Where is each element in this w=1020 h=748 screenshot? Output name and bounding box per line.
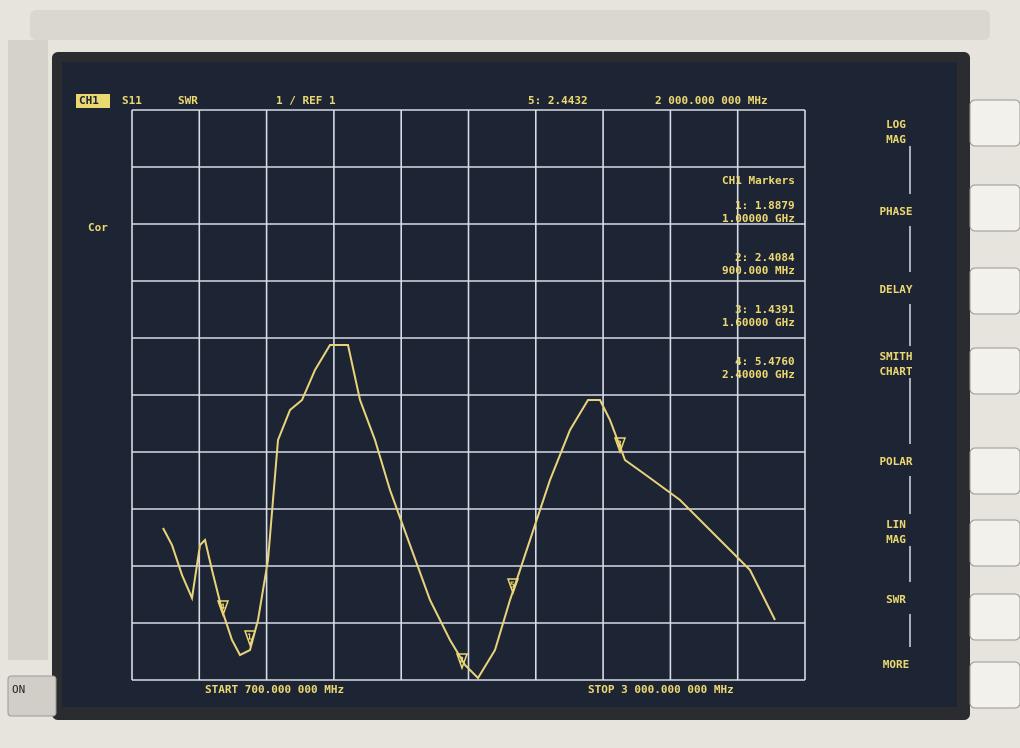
- screen: [62, 62, 957, 707]
- trace-marker: [243, 630, 257, 648]
- scale: 1 / REF 1: [276, 94, 336, 107]
- marker-frequency: 1.60000 GHz: [722, 316, 795, 329]
- softkey-button[interactable]: [969, 593, 1020, 641]
- stop: STOP 3 000.000 000 MHz: [588, 683, 734, 696]
- status: Cor: [88, 221, 108, 234]
- trace-markers: 4 1 2 5 3: [216, 437, 627, 671]
- softkey-label: LIN MAG: [886, 518, 906, 546]
- trace-marker-label: 3: [617, 440, 622, 449]
- marker-value: 3: 1.4391: [735, 303, 795, 316]
- trace-marker-label: 5: [510, 581, 515, 590]
- softkey-label: DELAY: [879, 283, 912, 296]
- active-marker: 5: 2.4432: [528, 94, 588, 107]
- marker-value: 2: 2.4084: [735, 251, 795, 264]
- softkeys: LOG MAG PHASE DELAY SMITH CHART POLAR LIN MAG SWR…: [879, 99, 1020, 709]
- trace-marker: [613, 437, 627, 455]
- marker-value: 1: 1.8879: [735, 199, 795, 212]
- softkey-button[interactable]: [969, 661, 1020, 709]
- softkey-button[interactable]: [969, 519, 1020, 567]
- marker-frequency: 2 000.000 000 MHz: [655, 94, 768, 107]
- softkey-label: PHASE: [879, 205, 912, 218]
- softkey-button[interactable]: [969, 99, 1020, 147]
- marker-value: 4: 5.4760: [735, 355, 795, 368]
- markers-title: CH1 Markers: [722, 174, 795, 187]
- softkey-label: SWR: [886, 593, 906, 606]
- left-panel: [8, 40, 48, 660]
- channel-box: [76, 94, 110, 108]
- power-button[interactable]: [7, 675, 57, 717]
- trace-marker: [216, 600, 230, 618]
- trace-marker: [455, 653, 469, 671]
- softkey-label: POLAR: [879, 455, 912, 468]
- power-label: ON: [12, 683, 25, 696]
- start: START 700.000 000 MHz: [205, 683, 344, 696]
- softkey-button[interactable]: [969, 267, 1020, 315]
- trace-marker-label: 1: [247, 633, 252, 642]
- softkey-label: LOG MAG: [886, 118, 906, 146]
- parameter: S11: [122, 94, 142, 107]
- format: SWR: [178, 94, 198, 107]
- graticule: [131, 109, 806, 681]
- channel: CH1: [79, 94, 99, 107]
- softkey-label: SMITH CHART: [879, 350, 912, 378]
- trace-marker: [506, 578, 520, 596]
- top-panel: [30, 10, 990, 40]
- marker-frequency: 900.000 MHz: [722, 264, 795, 277]
- marker-frequency: 1.00000 GHz: [722, 212, 795, 225]
- softkey-label: MORE: [883, 658, 910, 671]
- softkey-button[interactable]: [969, 184, 1020, 232]
- softkey-button[interactable]: [969, 347, 1020, 395]
- softkey-button[interactable]: [969, 447, 1020, 495]
- trace-marker-label: 4: [220, 603, 225, 612]
- trace: [162, 344, 776, 680]
- trace-marker-label: 2: [459, 656, 464, 665]
- marker-frequency: 2.40000 GHz: [722, 368, 795, 381]
